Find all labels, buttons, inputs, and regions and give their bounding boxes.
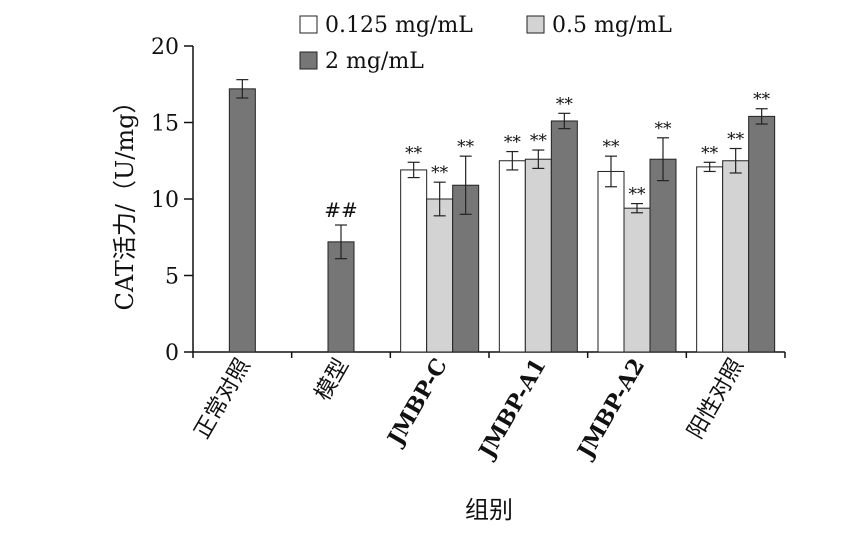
bar	[597, 170, 625, 353]
y-tick-label: 5	[165, 265, 179, 290]
x-category-label: JMBP-A2	[572, 354, 651, 464]
y-tick-label: 15	[151, 112, 179, 137]
bar	[748, 115, 776, 353]
bar	[524, 158, 552, 353]
x-category-label: JMBP-C	[382, 354, 453, 451]
significance-label: **	[405, 143, 423, 163]
y-axis-title: CAT活力/（U/mg）	[111, 90, 139, 311]
x-category-label: 模型	[311, 355, 355, 406]
significance-label: **	[629, 185, 647, 205]
bar	[400, 169, 428, 353]
legend-swatch	[299, 51, 318, 70]
bar	[623, 207, 651, 353]
significance-label: **	[504, 133, 522, 153]
legend-swatch	[299, 15, 318, 34]
x-category-label: 阳性对照	[683, 355, 749, 444]
significance-label: **	[603, 137, 621, 157]
significance-label: **	[530, 131, 548, 151]
y-tick-label: 10	[151, 188, 179, 213]
y-tick-label: 20	[151, 35, 179, 60]
x-category-label: 正常对照	[190, 355, 256, 444]
significance-label: **	[457, 137, 475, 157]
legend-label: 2 mg/mL	[325, 49, 424, 74]
significance-label: ##	[324, 198, 358, 222]
bar	[696, 166, 724, 353]
significance-label: **	[727, 130, 745, 150]
bar	[327, 241, 355, 353]
x-axis-title: 组别	[465, 496, 513, 524]
bar	[228, 88, 256, 353]
significance-label: **	[701, 143, 719, 163]
significance-label: **	[556, 94, 574, 114]
significance-label: **	[753, 90, 771, 110]
y-tick-label: 0	[165, 341, 179, 366]
bar	[426, 198, 454, 353]
bar	[550, 120, 578, 353]
bar	[649, 158, 677, 353]
bar	[722, 160, 750, 353]
significance-label: **	[655, 119, 673, 139]
bar	[498, 160, 526, 353]
x-category-label: JMBP-A1	[473, 354, 552, 464]
legend-swatch	[526, 15, 545, 34]
significance-label: **	[431, 163, 449, 183]
legend-label: 0.5 mg/mL	[552, 13, 672, 38]
legend-label: 0.125 mg/mL	[325, 13, 473, 38]
